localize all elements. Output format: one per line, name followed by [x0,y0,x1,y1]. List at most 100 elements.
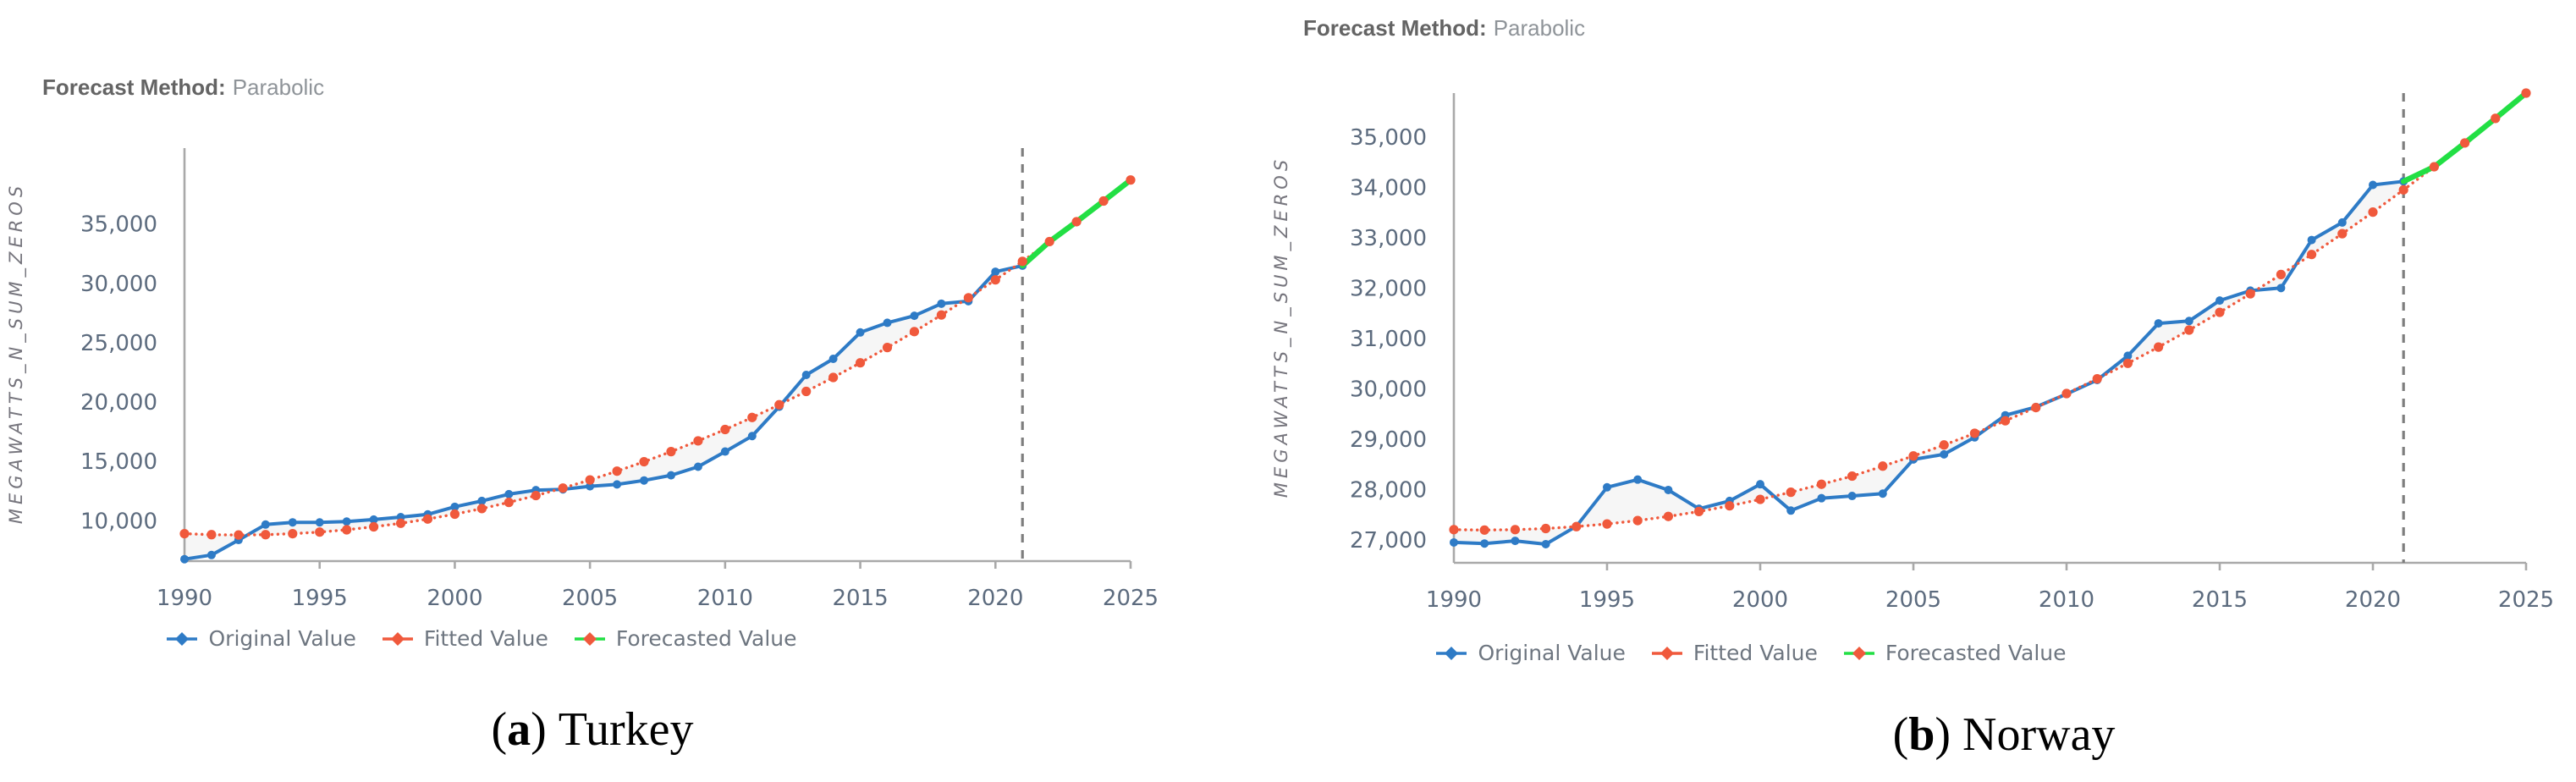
fitted-value-point [1786,487,1796,498]
fitted-value-line [1452,91,2528,531]
caption-paren-close: ) [531,703,547,756]
legend-marker-icon [1843,646,1874,660]
fitted-value-point [2031,402,2041,413]
chart-norway: 1990 1995 2000 2005 2010 2015 2020 2025 27,000 28… [1350,88,2554,613]
fitted-value-point [1126,175,1136,185]
original-value-point [640,476,649,485]
original-value-point [666,471,675,480]
fitted-value-point [395,518,406,528]
y-tick-label: 32,000 [1350,276,1427,301]
original-value-point [883,318,892,328]
x-tick-label: 2010 [2039,587,2094,613]
legend-marker-icon [1651,646,1682,660]
caption-letter: a [507,703,531,756]
fitted-value-point [531,490,541,501]
fitted-value-point [720,424,730,435]
fitted-value-point [1098,196,1109,207]
x-tick-label: 2025 [1103,586,1159,611]
fitted-value-point [342,525,352,535]
legend-item-forecasted-value: Forecasted Value [572,626,797,651]
fitted-value-point [2001,416,2011,426]
original-value-point [315,518,324,527]
fitted-value-point [2307,250,2317,260]
y-tick-label: 30,000 [80,272,157,297]
fitted-value-point [1878,461,1888,471]
fitted-value-point [1847,471,1858,482]
fitted-value-point [422,514,433,524]
caption-paren-open: ( [1892,708,1909,761]
original-value-point [2215,296,2224,306]
original-value-point [1664,485,1673,494]
fitted-value-point [963,293,973,303]
fitted-value-point [1044,236,1054,247]
fitted-value-point [1663,511,1673,521]
original-value-point [450,502,460,511]
x-tick-label: 2005 [1885,587,1941,613]
original-value-point [693,462,702,471]
fitted-value-point [2276,269,2286,279]
forecast-method-label: Forecast Method: [1303,15,1487,41]
chart-turkey: 1990 1995 2000 2005 2010 2015 2020 2025 10,000 15… [80,148,1159,611]
fitted-value-point [2092,374,2102,384]
x-tick-label: 1995 [292,586,348,611]
y-tick-label: 10,000 [80,509,157,534]
legend-label: Fitted Value [1693,641,1818,665]
original-value-point [2276,284,2286,293]
original-value-point [2307,235,2316,245]
fitted-value-point [2491,113,2501,124]
between-curves-fill [184,261,1023,559]
fitted-value-point [1632,515,1643,526]
fitted-value-point [1694,506,1704,516]
original-value-point [856,328,865,337]
fitted-value-point [1969,428,1979,438]
fitted-value-point [1017,256,1027,267]
y-tick-label: 33,000 [1350,226,1427,251]
x-tick-label: 2020 [2345,587,2401,613]
x-tick-label: 2000 [427,586,482,611]
x-tick-label: 2015 [2192,587,2248,613]
original-value-point [2369,180,2377,190]
fitted-value-point [558,483,568,493]
x-tick-label: 2020 [967,586,1023,611]
y-tick-label: 29,000 [1350,427,1427,453]
fitted-value-point [2184,325,2194,335]
fitted-value-point [909,327,920,337]
fitted-value-point [449,509,460,520]
legend-marker-icon [382,631,413,646]
x-tick-label: 2010 [697,586,753,611]
fitted-value-point [1510,525,1520,535]
original-value-point [342,517,351,526]
original-value-point [1756,480,1764,489]
original-value-point [1878,489,1887,498]
original-value-point [1940,449,1949,459]
original-value-point [2154,319,2163,328]
original-value-point [2123,351,2133,361]
fitted-value-point [1479,525,1489,535]
fitted-value-point [990,275,1000,285]
caption-letter: b [1908,708,1935,761]
forecast-method-value: Parabolic [1493,15,1586,41]
fitted-value-point [2368,207,2378,218]
x-tick-label: 1990 [1426,587,1482,613]
fitted-value-point [639,456,649,467]
caption-paren-open: ( [491,703,508,756]
fitted-value-point [206,530,217,540]
legend-marker-icon [574,631,605,646]
original-value-point [910,311,919,321]
fitted-value-point [2429,162,2439,172]
original-value-point [288,518,297,527]
x-tick-label: 1995 [1579,587,1635,613]
fitted-value-point [1449,525,1459,535]
y-tick-label: 31,000 [1350,327,1427,352]
original-value-point [180,554,189,564]
original-value-point [801,370,811,379]
x-tick-label: 2005 [562,586,618,611]
chart-title-turkey: Forecast Method: Parabolic [42,74,324,101]
original-value-point [261,520,270,529]
original-value-point [1633,475,1643,484]
fitted-value-point [747,412,757,422]
fitted-value-point [1939,440,1949,450]
original-value-point [369,515,378,524]
fitted-value-point [666,447,676,457]
